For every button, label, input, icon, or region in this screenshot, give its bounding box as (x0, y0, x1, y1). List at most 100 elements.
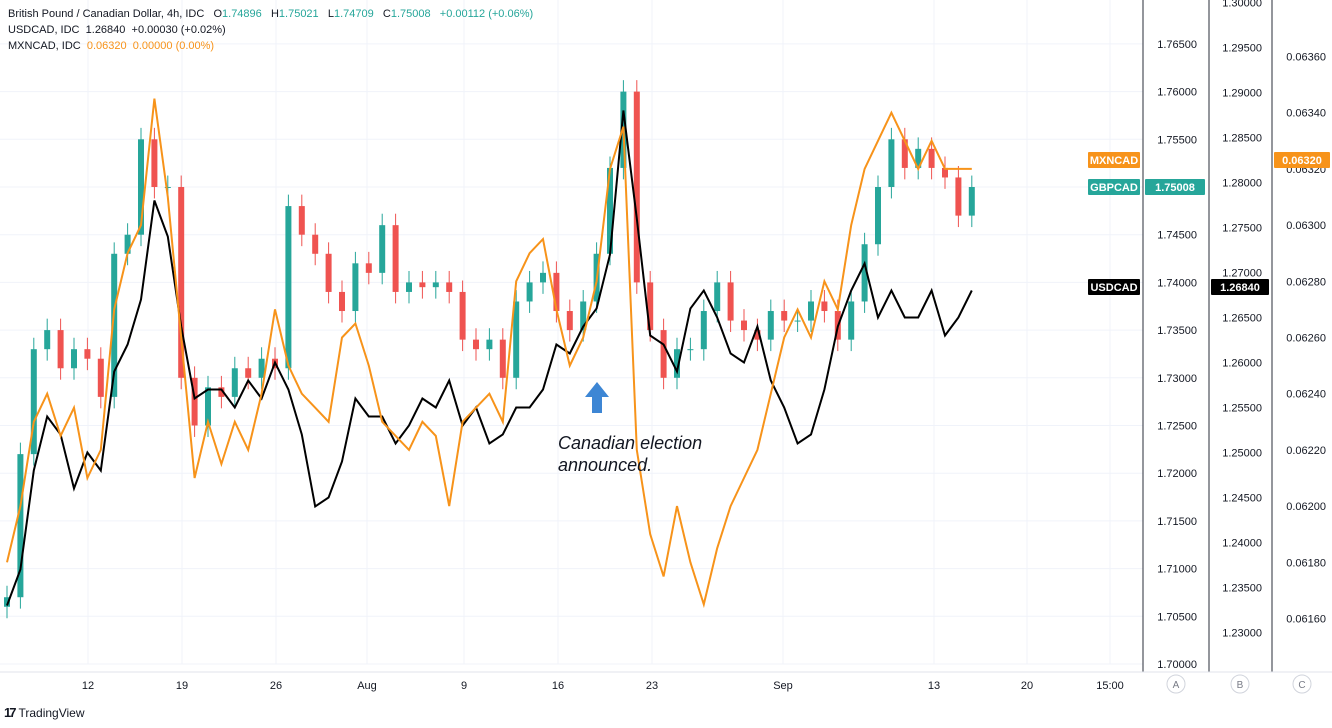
axis-a-tick-label: 1.70000 (1157, 659, 1197, 671)
candle-body (392, 225, 399, 292)
candle-body (97, 358, 104, 397)
candle-body (4, 597, 10, 607)
legend-mxncad-change: 0.00000 (0.00%) (132, 40, 215, 52)
axis-b-tick-label: 1.23000 (1222, 628, 1262, 640)
candle-body (928, 148, 935, 168)
scale-button-c[interactable] (1292, 674, 1312, 694)
axis-a-tick-label: 1.71000 (1157, 564, 1197, 576)
x-tick-label: 20 (1021, 680, 1033, 692)
candle-body (821, 301, 828, 312)
candle-body (446, 282, 453, 292)
candle-body (794, 320, 801, 322)
axis-a-tick-label: 1.74000 (1157, 277, 1197, 289)
axis-a-tick-label: 1.73000 (1157, 373, 1197, 385)
legend-open-label: O (213, 8, 223, 20)
axis-b-tick-label: 1.24500 (1222, 493, 1262, 505)
tradingview-logo-icon: 17 (4, 705, 17, 720)
axis-b-tick-label: 1.25500 (1222, 403, 1262, 415)
x-tick-label: 15:00 (1096, 680, 1124, 692)
legend-close-value: 1.75008 (390, 8, 431, 20)
candle-body (580, 301, 587, 331)
axis-a-tick-label: 1.75500 (1157, 134, 1197, 146)
mxncad-price-tag-bg (1274, 152, 1330, 168)
usdcad-price-tag: 1.26840 (1220, 282, 1260, 294)
axis-c-tick-label: 0.06240 (1286, 389, 1326, 401)
candle-body (955, 177, 962, 216)
legend-low-label: L (327, 8, 334, 20)
legend-high-value: 1.75021 (278, 8, 319, 20)
candle-body (84, 349, 91, 359)
annotation-line-2: announced. (558, 455, 652, 475)
mxncad-name-tag-bg (1088, 152, 1140, 168)
candle-body (660, 330, 667, 378)
scale-button-label: C (1298, 680, 1305, 691)
candle-body (901, 139, 908, 168)
axis-c-tick-label: 0.06200 (1286, 501, 1326, 513)
candle-body (432, 282, 439, 288)
axis-a-tick-label: 1.72500 (1157, 421, 1197, 433)
x-tick-label: 9 (461, 680, 467, 692)
axis-b-tick-label: 1.28500 (1222, 133, 1262, 145)
candle-body (365, 263, 372, 273)
candle-body (647, 282, 654, 331)
gbpcad-price-tag-bg (1145, 179, 1205, 195)
candle-body (325, 253, 332, 292)
x-tick-label: Aug (357, 680, 377, 692)
scale-button-b[interactable] (1230, 674, 1250, 694)
candle-body (406, 282, 412, 292)
candle-body (674, 349, 680, 378)
axis-b-tick-label: 1.23500 (1222, 583, 1262, 595)
candle-body (607, 167, 613, 254)
tradingview-brand: TradingView (18, 705, 85, 720)
gbpcad-name-tag: GBPCAD (1090, 182, 1138, 194)
candle-body (379, 225, 386, 273)
scale-button-label: A (1173, 680, 1180, 691)
candle-body (566, 311, 573, 331)
legend-main-change: +0.00112 (+0.06%) (439, 8, 534, 20)
axis-c-tick-label: 0.06360 (1286, 52, 1326, 64)
candle-body (30, 349, 37, 455)
candle-body (942, 167, 948, 178)
candle-body (191, 377, 198, 426)
candle-body (633, 91, 640, 283)
scale-button-a[interactable] (1166, 674, 1186, 694)
candle-body (419, 282, 426, 288)
candle-body (486, 339, 493, 350)
axis-b-tick-label: 1.26000 (1222, 358, 1262, 370)
candle-body (245, 368, 252, 378)
mxncad-name-tag: MXNCAD (1090, 155, 1138, 167)
candle-body (687, 349, 694, 351)
legend-mxncad-symbol: MXNCAD, IDC (8, 40, 81, 52)
usdcad-name-tag: USDCAD (1090, 282, 1137, 294)
candle-body (526, 282, 533, 302)
candle-body (258, 358, 265, 378)
candle-body (767, 311, 774, 340)
axis-b-tick-label: 1.29500 (1222, 43, 1262, 55)
axis-a-tick-label: 1.73500 (1157, 325, 1197, 337)
axis-c-tick-label: 0.06160 (1286, 614, 1326, 626)
x-tick-label: 13 (928, 680, 940, 692)
axis-c-tick-label: 0.06260 (1286, 333, 1326, 345)
candle-body (553, 272, 560, 312)
legend-open-value: 1.74896 (222, 8, 262, 20)
axis-b-tick-label: 1.29000 (1222, 88, 1262, 100)
candle-body (17, 454, 24, 598)
legend-mxncad-value: 0.06320 (86, 40, 127, 52)
axis-c-tick-label: 0.06280 (1286, 276, 1326, 288)
axis-b-tick-label: 1.26500 (1222, 313, 1262, 325)
mxncad-price-tag: 0.06320 (1282, 155, 1322, 167)
gbpcad-price-tag: 1.75008 (1155, 182, 1195, 194)
candle-body (312, 234, 319, 254)
usdcad-name-tag-bg (1088, 279, 1140, 295)
candle-body (741, 320, 747, 331)
legend-usdcad-symbol: USDCAD, IDC (8, 24, 80, 36)
x-tick-label: 12 (82, 680, 94, 692)
candle-body (164, 187, 171, 188)
candle-body (968, 187, 975, 216)
annotation-arrow-icon (585, 382, 609, 413)
legend-close-label: C (382, 8, 391, 20)
candle-body (218, 387, 225, 397)
axis-a-tick-label: 1.71500 (1157, 516, 1197, 528)
footer-branding: 17 TradingView (4, 705, 85, 720)
